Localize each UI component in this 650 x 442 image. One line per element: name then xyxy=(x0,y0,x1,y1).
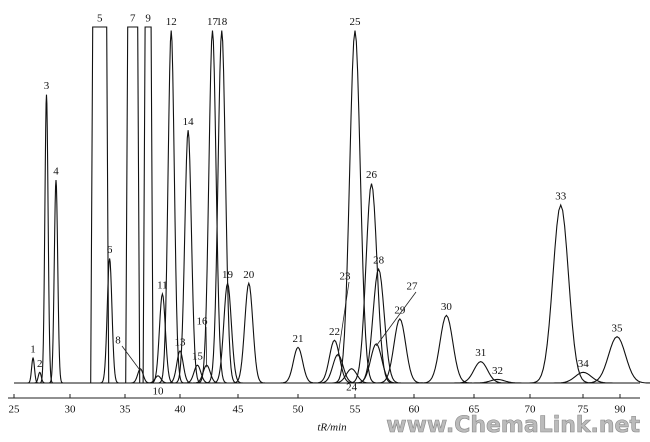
peak-label: 13 xyxy=(175,336,187,348)
peak xyxy=(356,267,401,384)
leader-line xyxy=(375,291,417,347)
peak xyxy=(39,94,54,384)
peak xyxy=(469,378,526,384)
x-tick-label: 40 xyxy=(175,404,187,416)
peak-label: 10 xyxy=(153,386,165,398)
peak xyxy=(551,371,616,384)
peak xyxy=(279,346,317,384)
peak-label: 9 xyxy=(145,13,151,25)
peak xyxy=(453,361,508,384)
peak-label: 28 xyxy=(373,255,385,267)
peak xyxy=(349,183,394,384)
peak xyxy=(529,203,592,384)
peak xyxy=(142,26,154,384)
x-tick-label: 60 xyxy=(409,404,421,416)
peak xyxy=(330,368,373,384)
x-tick-label: 55 xyxy=(350,404,362,416)
peak-label: 6 xyxy=(107,244,113,256)
peak-label: 18 xyxy=(216,16,228,28)
peak-label: 30 xyxy=(441,301,453,313)
peak xyxy=(158,30,184,384)
peak-label: 24 xyxy=(346,382,358,394)
peak xyxy=(583,336,650,384)
peak-label: 11 xyxy=(157,280,168,292)
peak-label: 31 xyxy=(475,347,486,359)
peak-label: 22 xyxy=(329,326,340,338)
peak-label: 1 xyxy=(30,344,36,356)
peak xyxy=(146,375,170,384)
peak-label: 19 xyxy=(222,269,234,281)
peak-label: 16 xyxy=(197,316,209,328)
peak-label: 32 xyxy=(492,365,503,377)
x-tick-label: 90 xyxy=(615,404,627,416)
leader-line xyxy=(337,281,350,357)
x-axis-label: tR/min xyxy=(317,422,347,434)
x-tick-label: 65 xyxy=(469,404,481,416)
peak-label: 15 xyxy=(192,351,204,363)
peak xyxy=(33,371,46,384)
peak-label: 35 xyxy=(612,322,624,334)
peak xyxy=(314,339,355,384)
peak xyxy=(174,130,202,384)
peak-label: 8 xyxy=(115,335,121,347)
watermark: www.ChemaLink.net xyxy=(386,413,640,438)
x-tick-label: 75 xyxy=(578,404,590,416)
peak xyxy=(232,281,265,384)
peak-label: 2 xyxy=(37,358,43,370)
x-tick-label: 70 xyxy=(525,404,537,416)
peak xyxy=(129,368,152,384)
peak xyxy=(198,30,227,384)
peak xyxy=(49,180,63,384)
peak-label: 25 xyxy=(350,16,362,28)
peak-label: 23 xyxy=(340,271,352,283)
peak xyxy=(150,291,175,384)
peak xyxy=(90,26,110,384)
x-tick-label: 25 xyxy=(9,404,21,416)
peak-label: 17 xyxy=(207,16,219,28)
x-tick-label: 35 xyxy=(120,404,132,416)
x-tick-label: 50 xyxy=(293,404,305,416)
peak xyxy=(183,364,212,384)
peak-label: 14 xyxy=(183,116,195,128)
peak-label: 33 xyxy=(555,191,567,203)
x-tick-label: 45 xyxy=(233,404,245,416)
leader-line xyxy=(121,345,141,371)
peak-label: 7 xyxy=(130,13,136,25)
peak-label: 5 xyxy=(97,13,103,25)
x-tick-label: 30 xyxy=(65,404,77,416)
leader-line xyxy=(205,326,208,368)
peak-label: 20 xyxy=(243,269,255,281)
peak xyxy=(420,314,472,384)
peak xyxy=(125,26,141,384)
peak-label: 34 xyxy=(578,358,590,370)
peak-label: 29 xyxy=(394,304,406,316)
peak-label: 26 xyxy=(366,169,378,181)
peak xyxy=(376,317,424,384)
peak xyxy=(206,30,237,384)
peak-label: 12 xyxy=(166,16,177,28)
peak xyxy=(100,258,120,384)
peak-label: 27 xyxy=(407,281,419,293)
peak xyxy=(333,30,377,384)
peak-label: 21 xyxy=(293,333,304,345)
peak-label: 3 xyxy=(44,80,50,92)
peak-label: 4 xyxy=(53,166,59,178)
